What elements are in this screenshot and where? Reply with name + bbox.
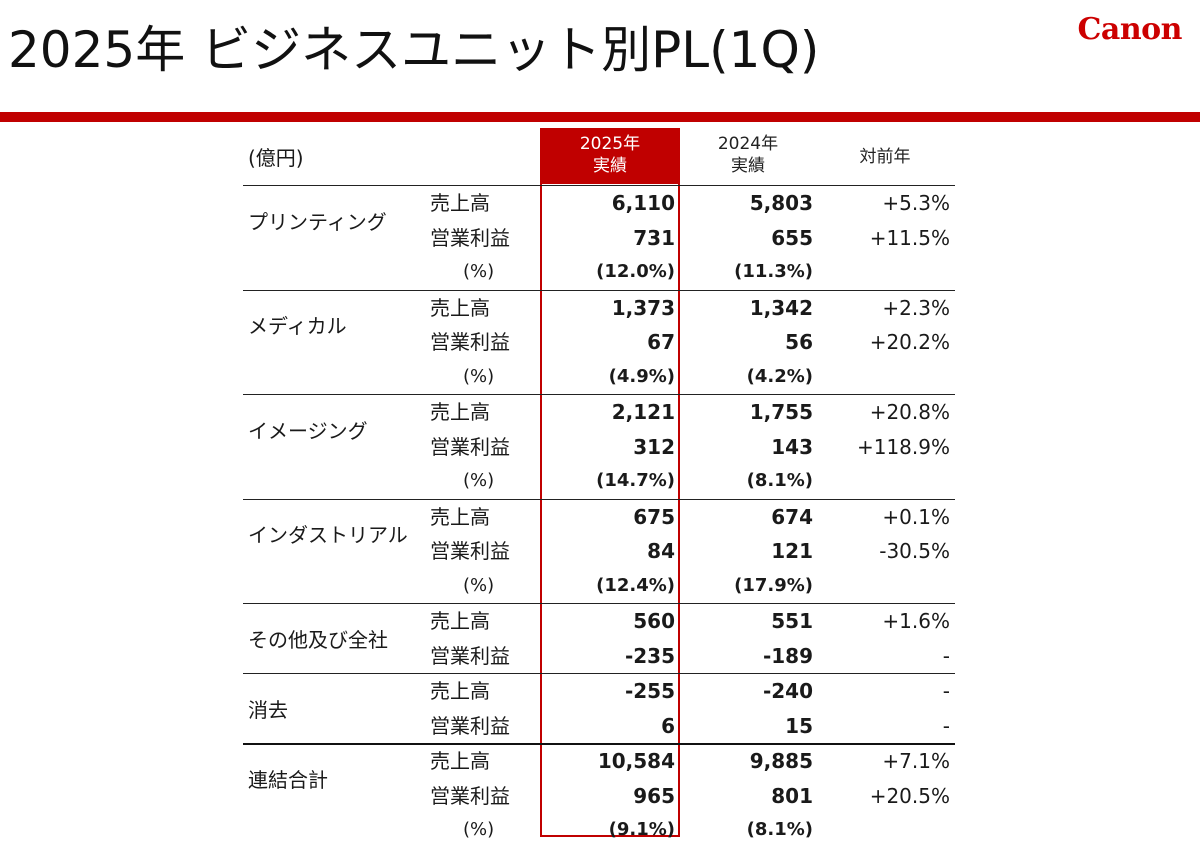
value-yoy: -	[942, 679, 950, 703]
metric-label-sales: 売上高	[430, 504, 490, 529]
value-yoy: +2.3%	[882, 295, 950, 320]
value-2024: 801	[771, 783, 813, 808]
value-2025: 312	[633, 434, 675, 459]
value-yoy: +5.3%	[882, 191, 950, 215]
value-2024: 56	[785, 330, 813, 354]
segment-name: 消去	[248, 697, 288, 722]
metric-label-margin: (%)	[463, 470, 495, 491]
value-yoy: -	[942, 713, 950, 738]
column-header-2024-year: 2024年	[717, 134, 779, 154]
value-2024: (17.9%)	[734, 574, 813, 596]
metric-label-operating-profit: 営業利益	[430, 713, 510, 738]
segment-name: プリンティング	[248, 209, 387, 234]
value-2024: (8.1%)	[746, 819, 813, 840]
segment-name: メディカル	[248, 314, 347, 338]
column-header-2025: 2025年 実績	[542, 133, 678, 177]
metric-label-operating-profit: 営業利益	[430, 783, 510, 808]
value-2025: (9.1%)	[608, 819, 675, 840]
metric-label-sales: 売上高	[430, 609, 490, 633]
value-2024: 551	[771, 609, 813, 633]
value-2025: 1,373	[611, 295, 675, 320]
value-2024: 674	[771, 504, 813, 529]
title-divider	[0, 112, 1200, 122]
value-2024: 5,803	[749, 191, 813, 215]
value-2024: -240	[762, 679, 813, 703]
header-2025-highlight	[542, 128, 678, 184]
metric-label-sales: 売上高	[430, 191, 490, 215]
value-2025: 965	[633, 783, 675, 808]
segment-name: 連結合計	[248, 767, 328, 792]
value-2024: (8.1%)	[746, 470, 813, 491]
metric-label-sales: 売上高	[430, 749, 490, 773]
value-yoy: +20.2%	[869, 330, 950, 354]
value-2024: (11.3%)	[734, 261, 813, 282]
column-header-2024: 2024年 実績	[680, 133, 816, 177]
segment-separator	[243, 394, 955, 395]
value-2024: 655	[771, 225, 813, 250]
metric-label-margin: (%)	[463, 365, 495, 387]
value-2025: 84	[647, 539, 675, 563]
segment-name: インダストリアル	[248, 523, 408, 547]
column-header-yoy: 対前年	[859, 147, 911, 167]
metric-label-margin: (%)	[463, 261, 495, 282]
value-2024: -189	[762, 643, 813, 668]
value-yoy: +118.9%	[856, 434, 950, 459]
value-2025: 10,584	[597, 749, 675, 773]
metric-label-margin: (%)	[463, 574, 495, 596]
segment-separator	[243, 185, 955, 186]
value-yoy: +11.5%	[869, 225, 950, 250]
metric-label-operating-profit: 営業利益	[430, 643, 510, 668]
value-2025: 675	[633, 504, 675, 529]
metric-label-margin: (%)	[463, 819, 495, 840]
value-2024: 9,885	[749, 749, 813, 773]
value-2025: (4.9%)	[608, 365, 675, 387]
value-yoy: +20.8%	[869, 400, 950, 424]
canon-logo: Canon	[1077, 12, 1183, 47]
value-yoy: -	[942, 643, 950, 668]
page-title: 2025年 ビジネスユニット別PL(1Q)	[8, 21, 820, 79]
value-yoy: +1.6%	[882, 609, 950, 633]
segment-separator	[243, 743, 955, 745]
value-yoy: +0.1%	[882, 504, 950, 529]
column-header-2025-actual: 実績	[593, 156, 627, 176]
segment-name: その他及び全社	[248, 627, 388, 652]
value-yoy: -30.5%	[879, 539, 950, 563]
metric-label-sales: 売上高	[430, 679, 490, 703]
value-2024: 15	[785, 713, 813, 738]
metric-label-operating-profit: 営業利益	[430, 225, 510, 250]
value-2025: 2,121	[611, 400, 675, 424]
value-2024: 1,755	[749, 400, 813, 424]
value-yoy: +20.5%	[869, 783, 950, 808]
current-year-column-frame	[540, 128, 680, 837]
value-2025: 6	[661, 713, 675, 738]
metric-label-operating-profit: 営業利益	[430, 330, 510, 354]
value-2024: 121	[771, 539, 813, 563]
value-2025: (14.7%)	[596, 470, 675, 491]
segment-separator	[243, 289, 955, 291]
value-yoy: +7.1%	[882, 749, 950, 773]
value-2024: (4.2%)	[746, 365, 813, 387]
value-2025: (12.4%)	[596, 574, 675, 596]
segment-separator	[243, 603, 955, 604]
metric-label-sales: 売上高	[430, 295, 490, 320]
metric-label-operating-profit: 営業利益	[430, 434, 510, 459]
unit-label: (億円)	[248, 146, 304, 170]
value-2024: 1,342	[749, 295, 813, 320]
metric-label-sales: 売上高	[430, 400, 490, 424]
value-2025: -255	[624, 679, 675, 703]
value-2025: 560	[633, 609, 675, 633]
column-header-2025-year: 2025年	[579, 134, 641, 154]
value-2025: 731	[633, 225, 675, 250]
value-2025: 6,110	[611, 191, 675, 215]
column-header-2024-actual: 実績	[731, 156, 765, 176]
value-2025: -235	[624, 643, 675, 668]
value-2025: (12.0%)	[596, 261, 675, 282]
value-2025: 67	[647, 330, 675, 354]
value-2024: 143	[771, 434, 813, 459]
metric-label-operating-profit: 営業利益	[430, 539, 510, 563]
segment-separator	[243, 673, 955, 674]
segment-name: イメージング	[248, 418, 368, 443]
segment-separator	[243, 498, 955, 500]
